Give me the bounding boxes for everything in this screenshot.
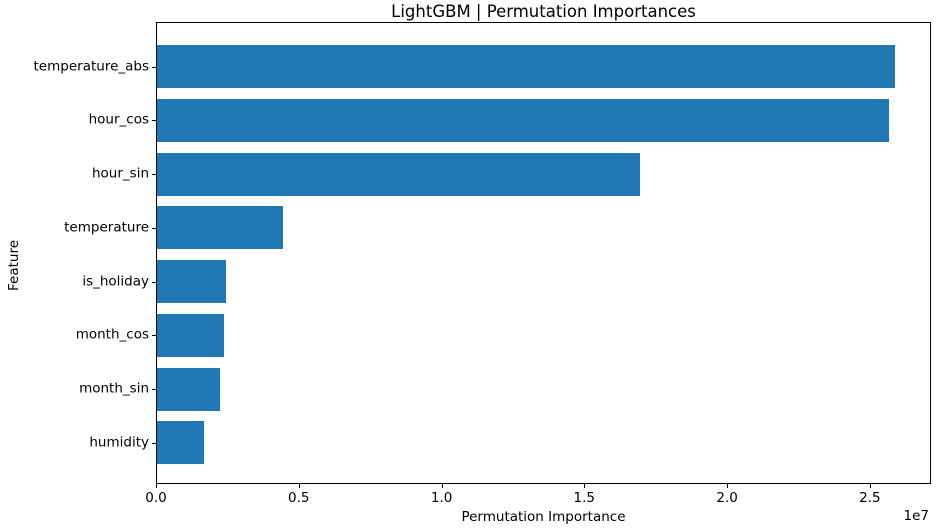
xtick-mark [584,484,586,488]
xtick-label-1.5: 1.5 [573,490,596,506]
ytick-mark [152,66,156,68]
xtick-label-0.5: 0.5 [288,490,310,506]
ytick-label-temperature: temperature [64,219,149,235]
xtick-label-2.5: 2.5 [859,490,881,506]
chart-title: LightGBM | Permutation Importances [391,2,696,21]
ytick-mark [152,335,156,337]
xtick-mark [441,484,443,488]
ytick-label-is_holiday: is_holiday [82,272,149,289]
xtick-label-0.0: 0.0 [145,490,167,506]
ytick-mark [152,227,156,229]
bar-hour_cos [157,98,890,142]
ytick-label-hour_cos: hour_cos [88,111,149,128]
bar-is_holiday [157,260,227,303]
ytick-mark [152,174,156,175]
ytick-label-month_cos: month_cos [75,326,149,343]
ytick-label-hour_sin: hour_sin [91,165,149,182]
bar-month_cos [157,313,224,357]
ytick-label-humidity: humidity [89,434,149,450]
xtick-mark [298,484,300,488]
bar-humidity [157,421,205,465]
xtick-label-1.0: 1.0 [430,490,453,506]
bar-hour_sin [157,152,640,196]
ytick-mark [152,281,156,283]
x-axis-offset-text: 1e7 [903,508,929,524]
bar-temperature [157,206,283,250]
plot-area [156,22,931,484]
x-axis-label: Permutation Importance [461,509,626,525]
bar-temperature_abs [157,45,896,88]
ytick-label-month_sin: month_sin [79,380,149,397]
xtick-mark [156,484,157,488]
xtick-mark [727,484,729,488]
ytick-mark [152,120,156,122]
bar-month_sin [157,367,221,411]
ytick-mark [152,442,156,444]
ytick-label-temperature_abs: temperature_abs [33,57,149,74]
xtick-mark [869,484,871,488]
ytick-mark [152,389,156,390]
y-axis-label: Feature [6,239,22,291]
xtick-label-2.0: 2.0 [716,490,738,506]
